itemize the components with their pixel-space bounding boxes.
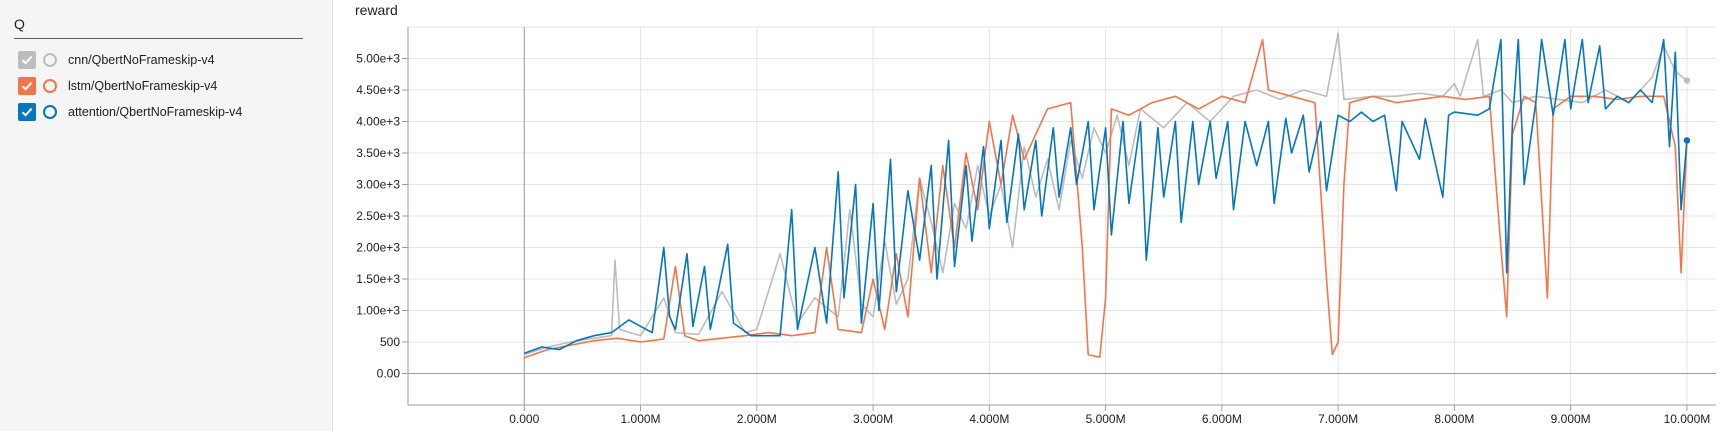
color-swatch-icon[interactable] — [43, 79, 57, 93]
check-icon[interactable] — [18, 103, 36, 121]
run-label: attention/QbertNoFrameskip-v4 — [68, 105, 243, 119]
y-tick-label: 3.50e+3 — [356, 146, 400, 160]
y-tick-label: 2.00e+3 — [356, 241, 400, 255]
series-line — [524, 32, 1688, 356]
x-tick-label: 8.000M — [1434, 412, 1474, 426]
x-tick-label: 4.000M — [969, 412, 1009, 426]
y-tick-label: 500 — [380, 335, 400, 349]
x-tick-label: 5.000M — [1086, 412, 1126, 426]
y-tick-label: 0.00 — [377, 367, 401, 381]
x-tick-label: 0.000 — [509, 412, 539, 426]
color-swatch-icon[interactable] — [43, 53, 57, 67]
x-tick-label: 9.000M — [1551, 412, 1591, 426]
series-end-marker — [1683, 137, 1691, 144]
chart-title: reward — [355, 2, 398, 18]
run-item[interactable]: cnn/QbertNoFrameskip-v4 — [18, 49, 215, 71]
series-end-marker — [1683, 77, 1691, 84]
color-swatch-icon[interactable] — [43, 105, 57, 119]
check-icon[interactable] — [18, 77, 36, 95]
run-filter-input[interactable] — [14, 14, 299, 34]
sidebar: cnn/QbertNoFrameskip-v4 lstm/QbertNoFrame… — [0, 0, 333, 431]
x-tick-label: 6.000M — [1202, 412, 1242, 426]
run-item[interactable]: lstm/QbertNoFrameskip-v4 — [18, 75, 217, 97]
x-tick-label: 2.000M — [737, 412, 777, 426]
y-tick-label: 1.50e+3 — [356, 272, 400, 286]
y-tick-label: 4.50e+3 — [356, 83, 400, 97]
x-tick-label: 1.000M — [621, 412, 661, 426]
run-label: lstm/QbertNoFrameskip-v4 — [68, 79, 218, 93]
series-line — [524, 38, 1688, 359]
reward-chart[interactable]: 0.000 1.000M 2.000M 3.000M 4.000M 5.000M 6.000… — [334, 0, 1719, 431]
run-item[interactable]: attention/QbertNoFrameskip-v4 — [18, 101, 242, 123]
x-tick-label: 3.000M — [853, 412, 893, 426]
y-tick-label: 1.00e+3 — [356, 304, 400, 318]
search-field — [14, 8, 303, 39]
y-tick-label: 3.00e+3 — [356, 178, 400, 192]
x-tick-label: 10.000M — [1664, 412, 1711, 426]
chart-panel: reward 0.000 1.000M 2.000M 3.000M 4.000M 5.00… — [334, 0, 1719, 431]
x-tick-label: 7.000M — [1318, 412, 1358, 426]
y-tick-label: 4.00e+3 — [356, 115, 400, 129]
run-label: cnn/QbertNoFrameskip-v4 — [68, 53, 215, 67]
y-tick-label: 5.00e+3 — [356, 52, 400, 66]
series-line — [524, 38, 1688, 355]
check-icon[interactable] — [18, 51, 36, 69]
y-tick-label: 2.50e+3 — [356, 209, 400, 223]
